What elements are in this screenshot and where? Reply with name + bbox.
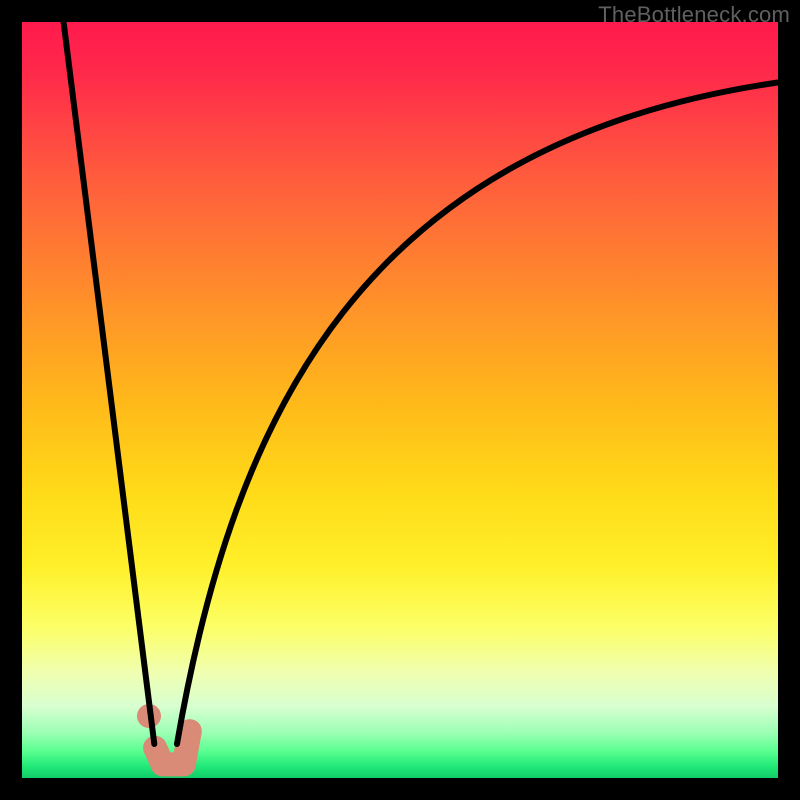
gradient-background: [22, 22, 778, 778]
bottleneck-chart: [0, 0, 800, 800]
chart-container: TheBottleneck.com: [0, 0, 800, 800]
